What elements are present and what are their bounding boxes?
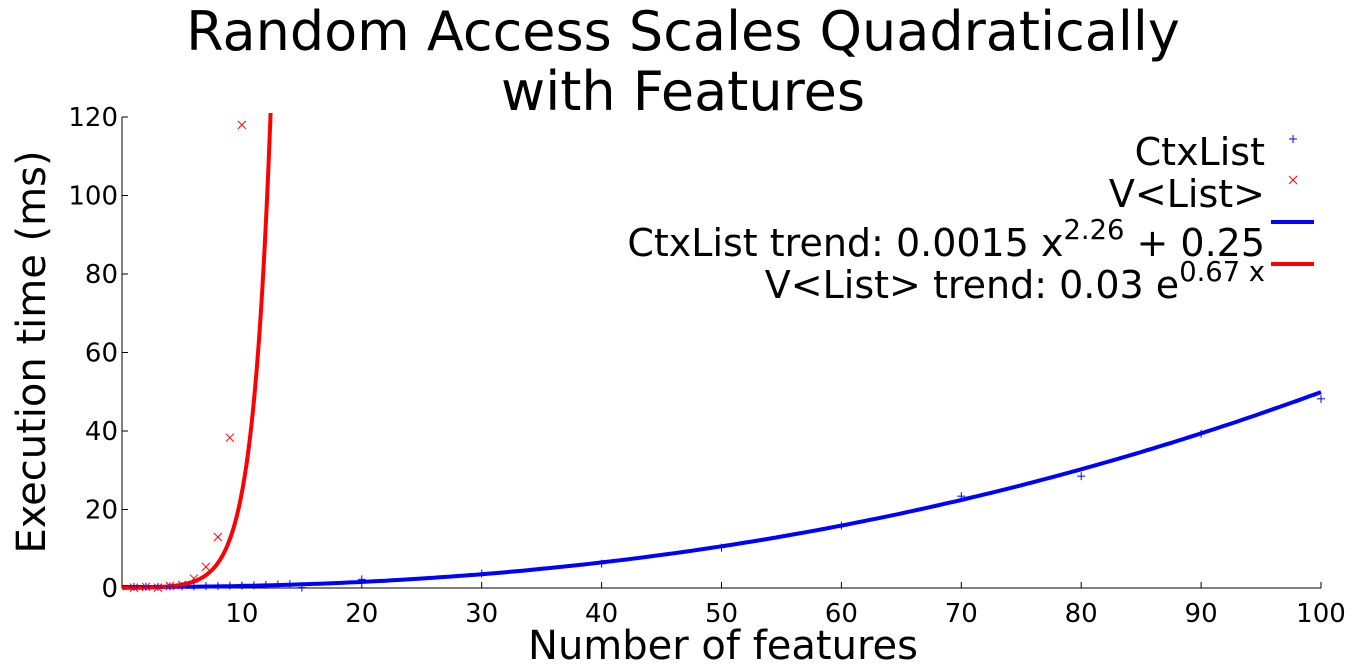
vlist-point [189, 574, 199, 583]
ctxlist-point [477, 569, 486, 578]
vlist-trend-line [122, 113, 273, 590]
cross-b [213, 532, 223, 542]
cross-b [237, 120, 247, 130]
ctxlist-point [177, 582, 186, 591]
x-tick-label: 80 [1065, 599, 1098, 629]
ctxlist-point [201, 582, 210, 591]
cross-b [189, 574, 199, 583]
ctxlist-point [297, 583, 306, 592]
ctxlist-point [237, 581, 246, 590]
cross-b [1288, 175, 1298, 185]
ctxlist-point [213, 582, 222, 591]
ctxlist-point [1077, 472, 1086, 481]
ctxlist-point [957, 492, 966, 501]
vlist-point [141, 582, 151, 592]
vlist-point [213, 532, 223, 542]
ctxlist-point [1317, 394, 1325, 403]
y-tick-label: 100 [68, 182, 118, 212]
x-tick-label: 40 [585, 599, 618, 629]
x-tick-label: 20 [345, 599, 378, 629]
x-tick-label: 30 [465, 599, 498, 629]
cross-b [225, 433, 235, 443]
y-tick-label: 0 [101, 574, 118, 604]
legend-label-vlist-trend: V<List> trend: 0.03 e0.67 x [764, 259, 1265, 307]
ctxlist-point [285, 580, 294, 589]
vlist-point [165, 581, 175, 591]
ctxlist-point [837, 521, 846, 530]
y-tick-label: 80 [85, 260, 118, 290]
ctxlist-point [249, 581, 258, 590]
y-axis-label: Execution time (ms) [9, 150, 55, 554]
x-tick-label: 90 [1185, 599, 1218, 629]
vlist-point [237, 120, 247, 130]
vlist-point [225, 433, 235, 443]
ctxlist-point [717, 543, 726, 552]
x-tick-label: 60 [825, 599, 858, 629]
y-tick-label: 40 [85, 417, 118, 447]
y-tick-label: 60 [85, 339, 118, 369]
data-marks [122, 113, 1325, 592]
x-tick-label: 70 [945, 599, 978, 629]
chart-title: Random Access Scales Quadratically with … [0, 2, 1357, 122]
chart-title-line-2: with Features [501, 60, 865, 123]
cross-b [165, 581, 175, 591]
legend-marker-vlist [1288, 175, 1298, 185]
y-tick-label: 120 [68, 103, 118, 133]
y-tick-label: 20 [85, 496, 118, 526]
vlist-trend-exponent: 0.67 x [1179, 257, 1265, 289]
ctxlist-trend-line [122, 390, 1322, 589]
vlist-trend-prefix: V<List> trend: 0.03 e [764, 263, 1180, 307]
x-axis-label: Number of features [528, 623, 918, 669]
chart-title-line-1: Random Access Scales Quadratically [186, 0, 1180, 63]
vlist-point [153, 583, 163, 592]
legend-markers [1271, 135, 1314, 266]
ctxlist-point [225, 581, 234, 590]
ctxlist-trend-suffix: + 0.25 [1124, 221, 1265, 265]
cross-b [177, 580, 187, 590]
ctxlist-point [153, 582, 162, 591]
vlist-point [177, 580, 187, 590]
ctxlist-point [1197, 429, 1206, 438]
legend-marker-ctxlist [1289, 135, 1297, 143]
legend-label-vlist: V<List> [1108, 172, 1265, 216]
vlist-point [129, 583, 139, 592]
legend-label-ctxlist: CtxList [1134, 130, 1265, 174]
cross-b [141, 582, 151, 592]
ctxlist-point [273, 580, 282, 589]
ctxlist-trend-prefix: CtxList trend: 0.0015 x [627, 221, 1064, 265]
cross-b [201, 562, 211, 572]
ctxlist-trend-exponent: 2.26 [1063, 215, 1125, 247]
ctxlist-point [597, 559, 606, 568]
tick-marks: 10 20 30 40 50 60 70 80 90 100 0 20 40 60 80 100 120 [68, 103, 1345, 629]
ctxlist-point [189, 582, 198, 591]
ctxlist-point [129, 582, 138, 591]
x-tick-label: 10 [225, 599, 258, 629]
x-tick-label: 100 [1296, 599, 1346, 629]
ctxlist-point [261, 580, 270, 589]
cross-b [153, 583, 163, 592]
vlist-point [201, 562, 211, 572]
legend-label-ctxlist-trend: CtxList trend: 0.0015 x2.26 + 0.25 [627, 217, 1265, 265]
ctxlist-point [357, 575, 366, 584]
cross-b [129, 583, 139, 592]
x-tick-label: 50 [705, 599, 738, 629]
